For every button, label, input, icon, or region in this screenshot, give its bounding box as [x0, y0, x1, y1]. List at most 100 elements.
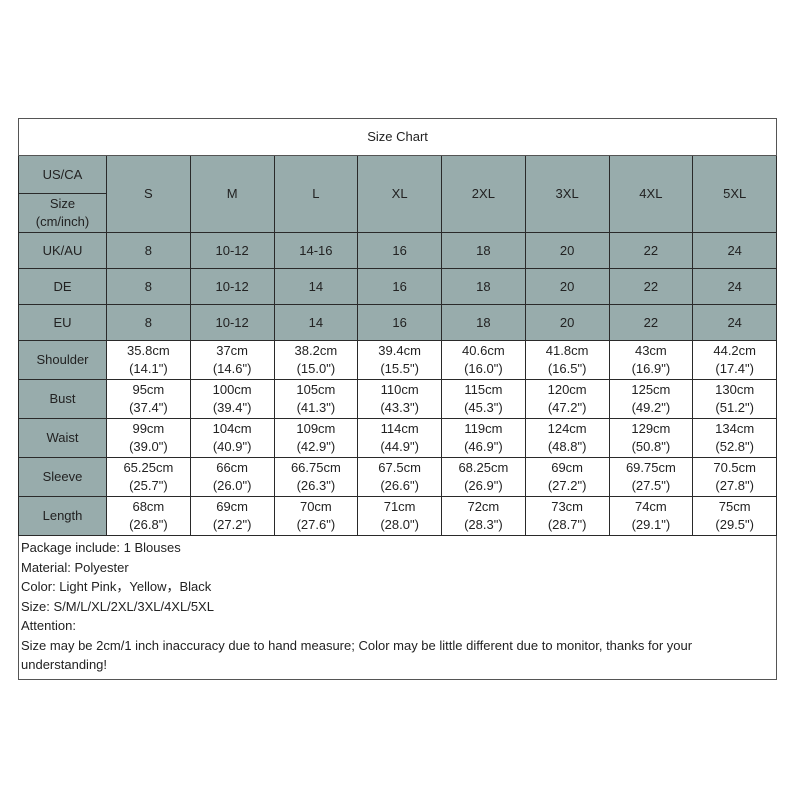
cm-value: 40.6cm [462, 343, 505, 358]
size-header: 4XL [608, 155, 694, 233]
size-cell: 24 [692, 232, 778, 269]
cm-value: 68cm [132, 499, 165, 514]
size-cell: 8 [106, 232, 191, 269]
size-cell: 20 [524, 304, 610, 341]
note-line: Material: Polyester [21, 559, 129, 575]
cm-value: 99cm [132, 421, 165, 436]
measure-cell: 95cm (37.4") [106, 379, 191, 419]
chart-title: Size Chart [17, 118, 778, 156]
measure-cell: 68cm (26.8") [106, 496, 191, 536]
cm-value: 115cm [464, 382, 503, 397]
measure-row: Shoulder 35.8cm (14.1") 37cm (14.6") 38.2cm (1… [18, 340, 778, 380]
measure-cell: 66.75cm (26.3") [273, 457, 359, 497]
size-unit-label: Size (cm/inch) [18, 193, 107, 233]
cm-value: 134cm [715, 421, 755, 436]
size-header: 3XL [524, 155, 610, 233]
size-cell: 16 [357, 304, 442, 341]
inch-value: (27.2") [212, 517, 252, 532]
measure-cell: 73cm (28.7") [524, 496, 610, 536]
size-header: L [273, 155, 359, 233]
size-cell: 10-12 [189, 304, 275, 341]
size-cell: 24 [692, 268, 778, 305]
cm-value: 70.5cm [713, 460, 756, 475]
cm-value: 114cm [380, 421, 419, 436]
inch-value: (28.3") [464, 517, 503, 532]
size-cell: 16 [357, 232, 442, 269]
measure-cell: 70.5cm (27.8") [692, 457, 778, 497]
size-cell: 18 [441, 232, 526, 269]
cm-value: 66.75cm [290, 460, 341, 475]
size-cell: 24 [692, 304, 778, 341]
notes: Package include: 1 Blouses Material: Pol… [17, 535, 778, 680]
row-label: Shoulder [18, 340, 107, 380]
measure-cell: 104cm (40.9") [189, 418, 275, 458]
inch-value: (48.8") [547, 439, 587, 454]
measure-cell: 43cm (16.9") [608, 340, 694, 380]
inch-value: (17.4") [715, 361, 754, 376]
inch-value: (41.3") [296, 400, 336, 415]
cm-value: 130cm [715, 382, 755, 397]
size-cell: 10-12 [189, 268, 275, 305]
size-header: 5XL [692, 155, 778, 233]
size-header: 2XL [441, 155, 526, 233]
cm-value: 70cm [299, 499, 332, 514]
inch-value: (15.0") [296, 361, 336, 376]
inch-value: (46.9") [464, 439, 503, 454]
note-line: Package include: 1 Blouses [21, 540, 181, 555]
measure-cell: 109cm (42.9") [273, 418, 359, 458]
inch-value: (42.9") [296, 439, 336, 454]
size-cell: 22 [608, 304, 694, 341]
inch-value: (39.4") [212, 400, 252, 415]
cm-value: 66cm [216, 460, 249, 475]
header-row: US/CA S M L XL 2XL 3XL 4XL 5XL [18, 155, 778, 233]
cm-value: 35.8cm [127, 343, 170, 358]
row-label: Bust [18, 379, 107, 419]
measure-cell: 72cm (28.3") [441, 496, 526, 536]
inch-value: (26.3") [296, 478, 336, 493]
size-cell: 10-12 [189, 232, 275, 269]
cm-value: 37cm [216, 343, 249, 358]
measure-cell: 38.2cm (15.0") [273, 340, 359, 380]
region-row: EU 8 10-12 14 16 18 20 22 24 [18, 304, 778, 341]
measure-cell: 65.25cm (25.7") [106, 457, 191, 497]
region-row: DE 8 10-12 14 16 18 20 22 24 [18, 268, 778, 305]
inch-value: (26.8") [129, 517, 168, 532]
size-cell: 14-16 [273, 232, 359, 269]
size-cell: 20 [524, 268, 610, 305]
inch-value: (29.1") [631, 517, 671, 532]
measure-cell: 71cm (28.0") [357, 496, 442, 536]
cm-value: 95cm [132, 382, 165, 397]
cm-value: 73cm [551, 499, 584, 514]
inch-value: (27.6") [296, 517, 336, 532]
inch-value: (27.8") [715, 478, 754, 493]
size-chart: Size Chart US/CA S M L XL 2XL 3XL 4XL 5X… [17, 118, 778, 680]
size-header: S [106, 155, 191, 233]
cm-value: 75cm [718, 499, 751, 514]
inch-value: (45.3") [464, 400, 503, 415]
measure-cell: 39.4cm (15.5") [357, 340, 442, 380]
row-label: DE [18, 268, 107, 305]
measure-cell: 134cm (52.8") [692, 418, 778, 458]
inch-value: (25.7") [129, 478, 168, 493]
cm-value: 105cm [296, 382, 336, 397]
size-cell: 22 [608, 232, 694, 269]
measure-cell: 125cm (49.2") [608, 379, 694, 419]
size-cell: 20 [524, 232, 610, 269]
inch-value: (51.2") [715, 400, 754, 415]
size-cell: 18 [441, 304, 526, 341]
inch-value: (43.3") [380, 400, 419, 415]
measure-cell: 69cm (27.2") [189, 496, 275, 536]
note-line: Size: S/M/L/XL/2XL/3XL/4XL/5XL [21, 598, 214, 614]
row-label: Waist [18, 418, 107, 458]
inch-value: (26.0") [212, 478, 252, 493]
inch-value: (40.9") [212, 439, 252, 454]
inch-value: (52.8") [715, 439, 754, 454]
size-cell: 16 [357, 268, 442, 305]
cm-value: 65.25cm [123, 460, 174, 475]
measure-cell: 100cm (39.4") [189, 379, 275, 419]
size-cell: 18 [441, 268, 526, 305]
inch-value: (16.9") [631, 361, 671, 376]
inch-value: (28.0") [380, 517, 419, 532]
measure-cell: 67.5cm (26.6") [357, 457, 442, 497]
cm-value: 69.75cm [625, 460, 676, 475]
